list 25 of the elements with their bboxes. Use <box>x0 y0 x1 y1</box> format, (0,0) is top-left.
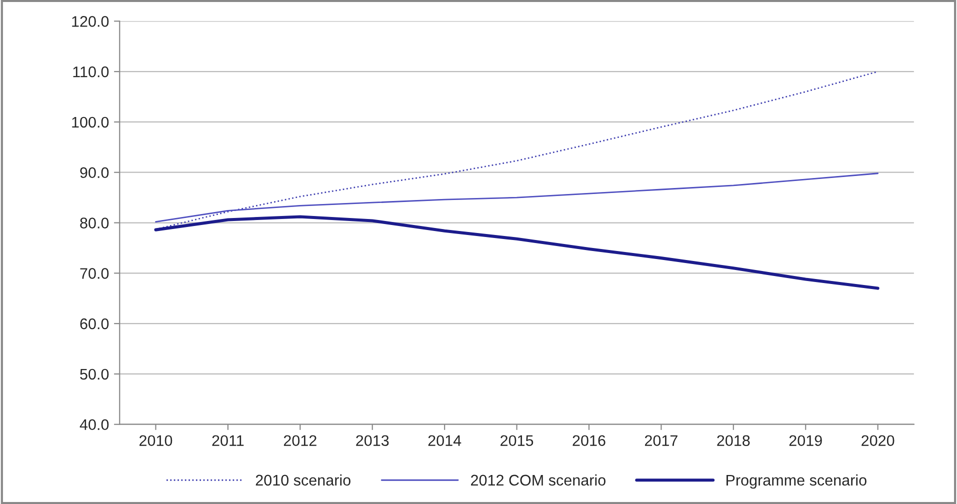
y-tick-label: 90.0 <box>80 167 109 178</box>
line-series <box>155 172 879 222</box>
x-tick-label: 2011 <box>212 435 244 446</box>
y-tick-label: 60.0 <box>80 318 109 330</box>
y-tick-label: 110.0 <box>73 66 109 78</box>
y-tick-label: 80.0 <box>80 218 109 228</box>
legend-label: 2010 scenario <box>256 474 350 486</box>
x-tick-label: 2019 <box>789 435 822 446</box>
legend-label: Programme scenario <box>726 474 866 489</box>
x-tick-label: 2014 <box>428 435 462 446</box>
y-tick-label: 100.0 <box>72 116 109 128</box>
y-tick-label: 50.0 <box>80 368 109 380</box>
x-tick-label: 2013 <box>356 435 389 446</box>
x-tick-label: 2017 <box>644 435 678 446</box>
y-tick-label: 40.0 <box>80 419 109 430</box>
x-tick-label: 2012 <box>284 435 316 446</box>
line-series <box>154 215 880 290</box>
x-tick-label: 2020 <box>862 435 894 446</box>
x-tick-label: 2018 <box>717 435 750 446</box>
legend-label: 2012 COM scenario <box>471 474 606 486</box>
x-tick-label: 2015 <box>500 435 534 446</box>
y-tick-label: 70.0 <box>80 268 109 279</box>
y-tick-label: 120.0 <box>72 16 109 27</box>
x-tick-label: 2016 <box>572 435 606 446</box>
x-tick-label: 2010 <box>140 435 172 446</box>
